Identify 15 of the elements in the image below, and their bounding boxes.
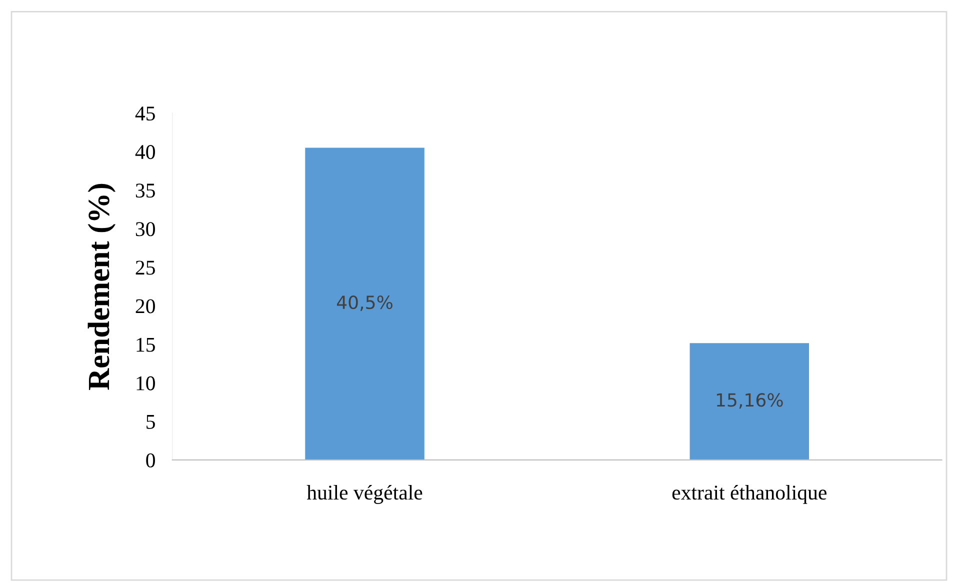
y-tick-label: 10 [136,376,155,390]
y-tick-label: 25 [136,260,155,275]
y-tick-label: 35 [136,184,155,198]
y-tick-label: 0 [146,453,155,468]
y-tick-label: 20 [136,299,155,314]
y-tick-label: 40 [135,145,155,160]
data-label: 15,16% [716,393,783,409]
data-label: 40,5% [336,295,392,311]
y-axis-title: Rendement (%) [88,184,116,390]
x-tick-label: huile végétale [306,484,422,504]
y-tick-label: 5 [146,415,155,429]
y-tick-label: 45 [135,106,155,121]
x-tick-label: extrait éthanolique [672,484,826,504]
y-tick-label: 30 [136,222,155,236]
y-tick-label: 15 [136,338,155,352]
